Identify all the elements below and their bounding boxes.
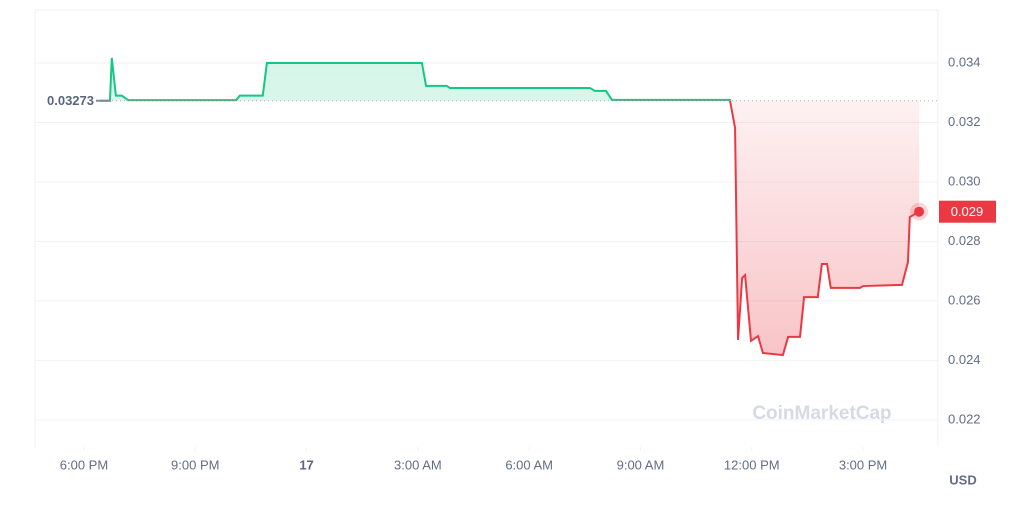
y-tick-label: 0.028 — [948, 233, 981, 248]
price-line-up — [99, 57, 732, 101]
y-tick-label: 0.024 — [948, 352, 981, 367]
y-tick-label: 0.026 — [948, 292, 981, 307]
y-tick-label: 0.030 — [948, 173, 981, 188]
y-tick-label: 0.032 — [948, 114, 981, 129]
currency-label: USD — [949, 472, 976, 487]
area-up — [109, 57, 731, 101]
baseline-label: 0.03273 — [47, 93, 94, 108]
x-tick-label: 3:00 AM — [394, 457, 442, 472]
price-tag — [939, 200, 996, 223]
area-down — [99, 100, 920, 356]
current-dot — [914, 206, 925, 217]
x-tick-label: 3:00 PM — [839, 457, 887, 472]
y-tick-label: 0.034 — [948, 54, 981, 69]
x-tick-label: 9:00 PM — [171, 457, 219, 472]
price-line-down — [99, 100, 920, 357]
x-tick-label: 6:00 AM — [505, 457, 553, 472]
x-tick-label: 17 — [299, 457, 313, 472]
y-tick-label: 0.022 — [948, 411, 981, 426]
x-tick-label: 12:00 PM — [724, 457, 780, 472]
x-tick-label: 6:00 PM — [60, 457, 108, 472]
price-tag-label: 0.029 — [951, 204, 984, 219]
watermark: CoinMarketCap — [752, 403, 891, 424]
x-tick-label: 9:00 AM — [617, 457, 665, 472]
